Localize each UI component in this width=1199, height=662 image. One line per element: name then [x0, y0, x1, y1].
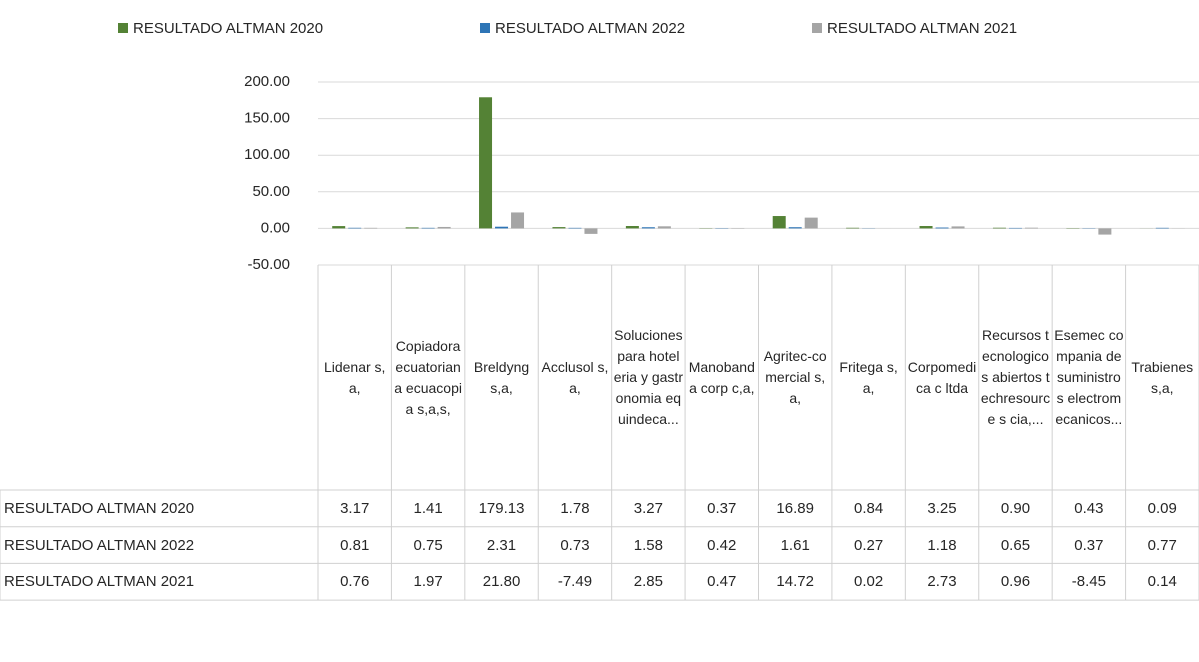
bar	[364, 227, 378, 229]
table-value: 1.61	[780, 536, 810, 554]
table-value: 0.47	[707, 573, 737, 591]
bar	[495, 226, 509, 229]
bar	[657, 226, 671, 229]
category-label: Copiadora ecuatoriana ecuacopia s,a,s,	[394, 337, 462, 417]
category-label: Fritega s,a,	[839, 358, 898, 396]
table-value: 1.58	[633, 536, 663, 554]
table-value: 14.72	[776, 573, 814, 591]
bar	[846, 227, 860, 229]
table-value: 0.96	[1000, 573, 1031, 591]
row-header: RESULTADO ALTMAN 2022	[4, 536, 195, 554]
y-tick-label: 150.00	[244, 110, 290, 127]
table-value: 1.78	[560, 499, 590, 517]
table-value: 0.43	[1074, 499, 1104, 517]
category-label: Soluciones para hoteleria y gastronomia …	[613, 327, 683, 427]
table-value: 0.02	[854, 573, 884, 591]
row-header: RESULTADO ALTMAN 2021	[4, 573, 195, 591]
category-label: Corpomedica c ltda	[907, 358, 977, 396]
legend-swatch	[118, 23, 128, 33]
bar	[992, 227, 1006, 229]
category-label: Lidenar s,a,	[323, 358, 386, 396]
bar	[1098, 228, 1112, 235]
bar	[511, 212, 525, 229]
table-value: 0.37	[1074, 536, 1104, 554]
row-header: RESULTADO ALTMAN 2020	[4, 499, 195, 517]
table-value: -7.49	[557, 573, 593, 591]
category-label: Acclusol s,a,	[541, 358, 609, 396]
category-label: Manobanda corp c,a,	[688, 358, 755, 396]
table-value: 0.09	[1147, 499, 1177, 517]
table-value: 0.77	[1147, 536, 1177, 554]
y-tick-label: 0.00	[261, 219, 290, 236]
legend-swatch	[812, 23, 822, 33]
category-label: Esemec compania de suministros electrome…	[1054, 327, 1124, 427]
legend-label: RESULTADO ALTMAN 2020	[133, 20, 323, 37]
bar	[641, 227, 655, 229]
table-value: 3.17	[340, 499, 370, 517]
bar	[625, 226, 639, 229]
y-tick-label: 100.00	[244, 146, 290, 163]
table-value: 2.85	[633, 573, 663, 591]
table-value: 1.97	[413, 573, 443, 591]
table-value: 21.80	[482, 573, 521, 591]
table-value: 0.76	[340, 573, 370, 591]
legend-swatch	[480, 23, 490, 33]
table-value: 2.73	[927, 573, 957, 591]
category-label: Trabienes s,a,	[1131, 358, 1194, 396]
table-value: 179.13	[478, 499, 525, 517]
bar	[332, 226, 346, 229]
table-value: 0.37	[707, 499, 737, 517]
table-value: 1.18	[927, 536, 957, 554]
bar	[552, 227, 566, 229]
table-value: 1.41	[413, 499, 443, 517]
table-value: 0.81	[340, 536, 370, 554]
bar	[405, 227, 419, 229]
table-value: 0.84	[854, 499, 884, 517]
y-tick-label: 200.00	[244, 73, 290, 90]
legend-label: RESULTADO ALTMAN 2022	[495, 20, 685, 37]
bar	[1155, 227, 1169, 229]
table-value: 0.27	[854, 536, 884, 554]
table-value: 0.14	[1147, 573, 1177, 591]
bar	[437, 226, 451, 229]
category-label: Agritec-comercial s,a,	[763, 348, 827, 406]
bar	[788, 227, 802, 229]
bar	[1024, 227, 1038, 229]
table-value: 3.25	[927, 499, 957, 517]
table-value: 0.65	[1000, 536, 1031, 554]
table-value: 0.73	[560, 536, 590, 554]
table-value: 0.90	[1000, 499, 1031, 517]
bar	[584, 228, 598, 234]
y-tick-label: 50.00	[252, 183, 290, 200]
table-value: 0.42	[707, 536, 737, 554]
bar	[935, 227, 949, 229]
table-value: -8.45	[1071, 573, 1106, 591]
table-value: 2.31	[486, 536, 517, 554]
y-tick-label: -50.00	[247, 256, 290, 273]
bar	[951, 226, 965, 229]
legend-label: RESULTADO ALTMAN 2021	[827, 20, 1017, 37]
bar	[348, 227, 362, 229]
table-value: 3.27	[633, 499, 663, 517]
bar	[804, 217, 818, 229]
bar	[421, 227, 435, 229]
bar	[479, 97, 493, 229]
bar	[772, 216, 786, 229]
bar	[568, 227, 582, 229]
category-label: Breldyng s,a,	[473, 358, 530, 396]
category-label: Recursos tecnologicos abiertos techresou…	[980, 327, 1051, 427]
table-value: 0.75	[413, 536, 443, 554]
table-value: 16.89	[776, 499, 814, 517]
bar	[919, 226, 933, 229]
